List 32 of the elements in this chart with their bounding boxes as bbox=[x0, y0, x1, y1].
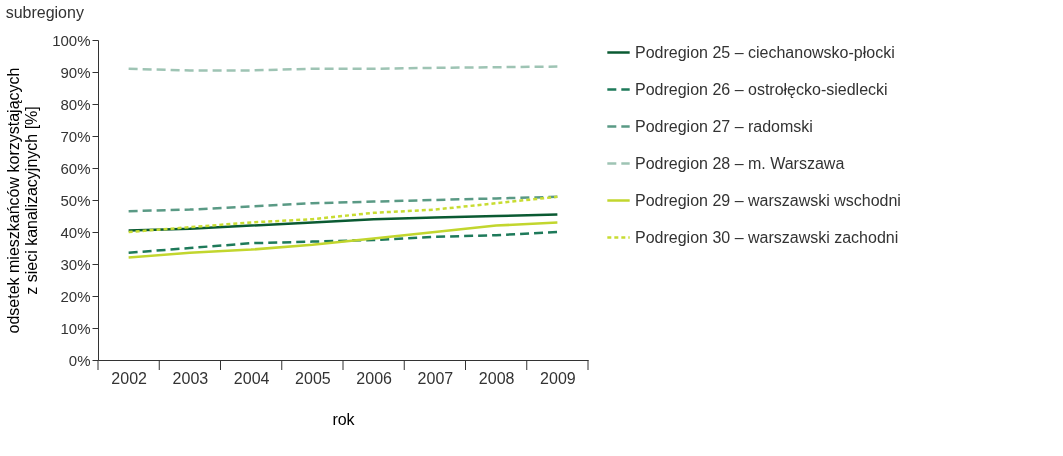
x-tick-label: 2006 bbox=[356, 369, 393, 387]
legend-label: Podregion 26 – ostrołęcko-siedlecki bbox=[635, 80, 888, 98]
line-series bbox=[127, 221, 559, 259]
y-axis-title: odsetek mieszkańców korzystających z sieci kanalizacyjnych [%] bbox=[5, 67, 41, 334]
legend-label: Podregion 25 – ciechanowsko-płocki bbox=[635, 43, 895, 61]
y-tick-label: 60% bbox=[60, 159, 91, 177]
y-tick-label: 10% bbox=[60, 319, 91, 337]
legend-label: Podregion 27 – radomski bbox=[635, 117, 813, 135]
line-series bbox=[127, 230, 559, 255]
x-tick-label: 2007 bbox=[417, 369, 454, 387]
y-tick-label: 70% bbox=[60, 127, 91, 145]
y-tick-label: 30% bbox=[60, 255, 91, 273]
x-tick-label: 2008 bbox=[478, 369, 515, 387]
x-tick-label: 2002 bbox=[111, 369, 148, 387]
x-tick-label: 2009 bbox=[540, 369, 576, 387]
legend-label: Podregion 28 – m. Warszawa bbox=[635, 154, 845, 172]
y-tick-label: 80% bbox=[60, 95, 91, 113]
legend-label: Podregion 30 – warszawski zachodni bbox=[635, 228, 899, 246]
y-tick-label: 100% bbox=[52, 31, 91, 49]
line-series bbox=[127, 195, 559, 234]
y-tick-label: 0% bbox=[68, 351, 91, 369]
y-tick-label: 90% bbox=[60, 63, 91, 81]
x-tick-label: 2003 bbox=[172, 369, 209, 387]
line-series bbox=[127, 213, 559, 232]
y-tick-label: 20% bbox=[60, 287, 91, 305]
x-axis-title: rok bbox=[332, 410, 356, 428]
y-tick-label: 40% bbox=[60, 223, 91, 241]
y-tick-label: 50% bbox=[60, 191, 91, 209]
chart-title: subregiony bbox=[5, 4, 84, 21]
x-tick-label: 2005 bbox=[295, 369, 331, 387]
legend-label: Podregion 29 – warszawski wschodni bbox=[635, 191, 901, 209]
x-tick-label: 2004 bbox=[233, 369, 270, 387]
